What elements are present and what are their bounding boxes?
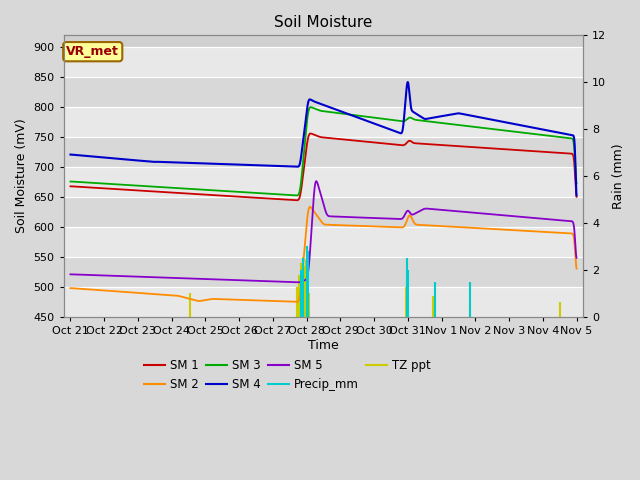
Bar	[64, 197, 583, 227]
Y-axis label: Soil Moisture (mV): Soil Moisture (mV)	[15, 119, 28, 233]
Bar	[64, 48, 583, 77]
Text: VR_met: VR_met	[67, 45, 119, 58]
Y-axis label: Rain (mm): Rain (mm)	[612, 143, 625, 209]
Title: Soil Moisture: Soil Moisture	[275, 15, 372, 30]
Bar	[64, 287, 583, 317]
Bar	[64, 257, 583, 287]
Bar	[64, 107, 583, 137]
Legend: SM 1, SM 2, SM 3, SM 4, SM 5, Precip_mm, TZ ppt: SM 1, SM 2, SM 3, SM 4, SM 5, Precip_mm,…	[140, 354, 435, 396]
Bar	[64, 137, 583, 167]
X-axis label: Time: Time	[308, 338, 339, 352]
Bar	[64, 167, 583, 197]
Bar	[64, 77, 583, 107]
Bar	[64, 227, 583, 257]
